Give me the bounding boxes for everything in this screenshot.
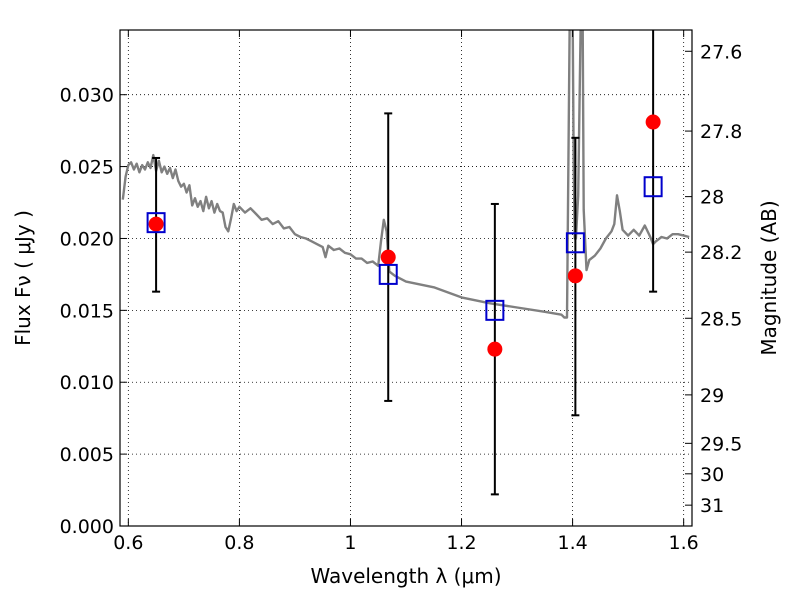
observed-point bbox=[148, 216, 164, 232]
observed-point bbox=[380, 249, 396, 265]
right-axis-label: Magnitude (AB) bbox=[757, 200, 781, 355]
y-tick-label: 0.000 bbox=[60, 516, 114, 538]
y-tick-label: 0.010 bbox=[60, 372, 114, 394]
right-tick-label: 31 bbox=[700, 495, 724, 517]
x-tick-label: 1 bbox=[344, 532, 356, 554]
y-tick-label: 0.020 bbox=[60, 228, 114, 250]
right-tick-label: 29.5 bbox=[700, 433, 742, 455]
plot-frame bbox=[119, 29, 693, 527]
x-tick-label: 1.6 bbox=[669, 532, 699, 554]
right-tick-label: 28.5 bbox=[700, 308, 742, 330]
x-axis-label: Wavelength λ (μm) bbox=[310, 564, 501, 588]
right-tick-label: 30 bbox=[700, 464, 724, 486]
y-axis-label: Flux Fν ( μJy ) bbox=[11, 210, 35, 346]
observed-point bbox=[645, 114, 661, 130]
x-tick-label: 1.2 bbox=[446, 532, 476, 554]
observed-point bbox=[567, 268, 583, 284]
ticks: 0.6 0.8 1 1.2 1.4 1.6 0.000 0.005 0.010 0.015 0.02… bbox=[60, 30, 742, 554]
y-tick-label: 0.025 bbox=[60, 157, 114, 179]
model-point bbox=[565, 232, 585, 254]
model-point bbox=[378, 263, 398, 285]
markers bbox=[146, 114, 663, 357]
y-tick-label: 0.015 bbox=[60, 300, 114, 322]
x-tick-label: 0.8 bbox=[224, 532, 254, 554]
y-tick-label: 0.030 bbox=[60, 85, 114, 107]
observed-point bbox=[487, 341, 503, 357]
right-tick-label: 27.8 bbox=[700, 121, 742, 143]
model-point bbox=[485, 299, 505, 321]
plot-area bbox=[121, 30, 690, 319]
right-tick-label: 27.6 bbox=[700, 41, 742, 63]
right-tick-label: 28.2 bbox=[700, 242, 742, 264]
x-tick-label: 1.4 bbox=[557, 532, 587, 554]
x-tick-label: 0.6 bbox=[113, 532, 143, 554]
sed-model-line bbox=[121, 30, 690, 319]
y-tick-label: 0.005 bbox=[60, 444, 114, 466]
model-point bbox=[146, 212, 166, 234]
right-tick-label: 29 bbox=[700, 385, 724, 407]
right-tick-label: 28 bbox=[700, 187, 724, 209]
model-point bbox=[643, 176, 663, 198]
